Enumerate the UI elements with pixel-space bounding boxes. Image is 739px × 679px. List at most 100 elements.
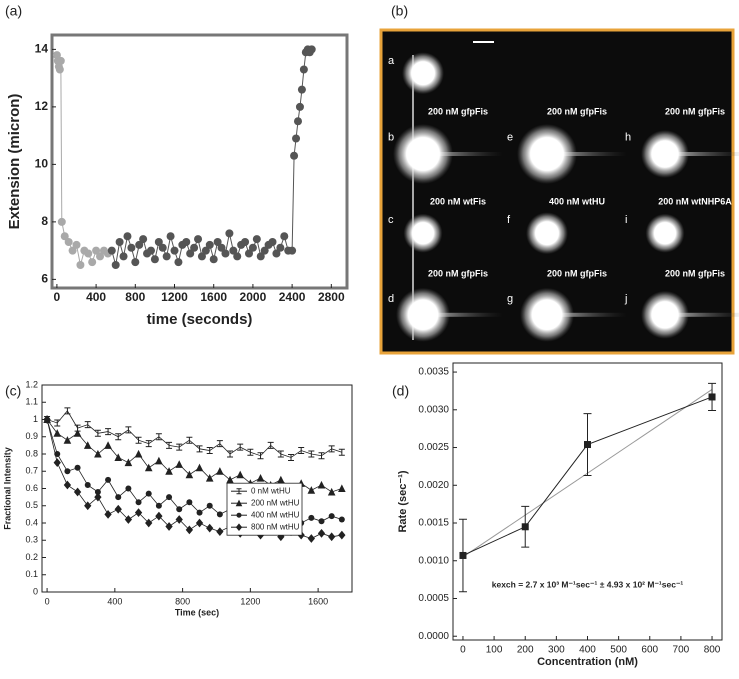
- point: [267, 441, 274, 449]
- point: [158, 243, 167, 252]
- point: [194, 235, 203, 244]
- point: [107, 246, 116, 255]
- tile-caption: 400 nM wtHU: [549, 196, 605, 206]
- point: [83, 441, 92, 449]
- point: [317, 528, 326, 538]
- fiber-tail: [665, 312, 739, 317]
- y-tick-label: 0.3: [25, 535, 38, 545]
- point: [60, 232, 69, 241]
- point: [317, 480, 326, 489]
- point: [53, 429, 62, 437]
- point: [248, 243, 257, 252]
- y-tick-label: 10: [35, 157, 49, 171]
- point: [105, 428, 112, 436]
- x-tick-label: 2400: [279, 290, 306, 304]
- point: [186, 499, 193, 506]
- plot-frame: [452, 362, 723, 641]
- point: [155, 456, 163, 465]
- point: [94, 488, 101, 495]
- point: [190, 243, 199, 252]
- point: [166, 441, 173, 449]
- x-tick-label: 500: [610, 645, 627, 656]
- point: [244, 249, 253, 258]
- tile-letter: g: [507, 293, 513, 305]
- tile-letter: b: [388, 132, 394, 144]
- point: [162, 252, 171, 261]
- point: [145, 440, 152, 448]
- point: [96, 252, 105, 261]
- point: [73, 429, 82, 437]
- y-tick-label: 0.0025: [418, 442, 449, 453]
- point: [213, 238, 222, 246]
- point: [236, 488, 242, 495]
- point: [105, 476, 112, 483]
- y-tick-label: 0.6: [25, 483, 38, 493]
- panel-label: (a): [5, 3, 22, 19]
- point: [338, 530, 346, 540]
- point: [205, 474, 214, 482]
- fiber-tail: [547, 152, 627, 156]
- y-tick-label: 1.1: [25, 397, 38, 407]
- point: [135, 240, 144, 249]
- y-tick-label: 0.0035: [418, 367, 449, 378]
- point: [318, 452, 325, 460]
- x-tick-label: 200: [517, 645, 534, 656]
- x-tick-label: 800: [175, 596, 190, 606]
- tile-letter: h: [625, 132, 631, 144]
- point: [64, 238, 73, 246]
- x-tick-label: 0: [54, 290, 61, 304]
- point: [293, 117, 302, 126]
- y-tick-label: 0.0030: [418, 404, 449, 415]
- point: [53, 458, 61, 468]
- point: [150, 255, 159, 264]
- legend-label: 800 nM wtHU: [251, 522, 300, 531]
- fiber-tail: [423, 152, 503, 156]
- point: [292, 134, 301, 143]
- tile-letter: c: [388, 214, 394, 226]
- point: [114, 453, 123, 461]
- panel-label: (b): [391, 3, 408, 19]
- legend-label: 400 nM wtHU: [251, 510, 300, 519]
- point: [308, 514, 315, 521]
- point: [43, 415, 51, 424]
- point: [268, 238, 277, 246]
- tile-caption: 200 nM gfpFis: [665, 106, 725, 116]
- point: [131, 258, 140, 267]
- point: [115, 494, 122, 501]
- point: [295, 102, 304, 111]
- point: [84, 501, 92, 511]
- point: [277, 475, 285, 484]
- point: [56, 56, 65, 65]
- point: [114, 504, 122, 514]
- panel-label: (c): [5, 383, 21, 399]
- x-axis-label: Concentration (nM): [537, 656, 638, 668]
- point: [115, 433, 122, 441]
- point: [63, 436, 72, 444]
- point: [216, 511, 223, 518]
- x-tick-label: 700: [673, 645, 690, 656]
- point: [134, 508, 143, 518]
- bead: [402, 52, 444, 95]
- point: [328, 513, 335, 520]
- point: [57, 217, 66, 226]
- point: [196, 445, 203, 453]
- point: [216, 440, 223, 448]
- point: [104, 441, 112, 449]
- fiber-tail: [665, 152, 739, 156]
- point: [145, 490, 152, 497]
- tile-letter: d: [388, 293, 394, 305]
- point: [134, 449, 143, 458]
- point: [327, 487, 336, 496]
- point: [155, 502, 162, 509]
- point: [209, 255, 218, 264]
- y-tick-label: 0.0005: [418, 593, 449, 604]
- y-tick-label: 0.0010: [418, 555, 449, 566]
- point: [165, 467, 173, 475]
- point: [155, 433, 162, 441]
- point: [247, 448, 254, 456]
- x-tick-label: 1600: [308, 596, 328, 606]
- point: [186, 436, 193, 444]
- bead: [520, 287, 574, 342]
- point: [64, 407, 71, 415]
- annotation: kexch = 2.7 x 10³ M⁻¹sec⁻¹ ± 4.93 x 10² …: [492, 579, 684, 589]
